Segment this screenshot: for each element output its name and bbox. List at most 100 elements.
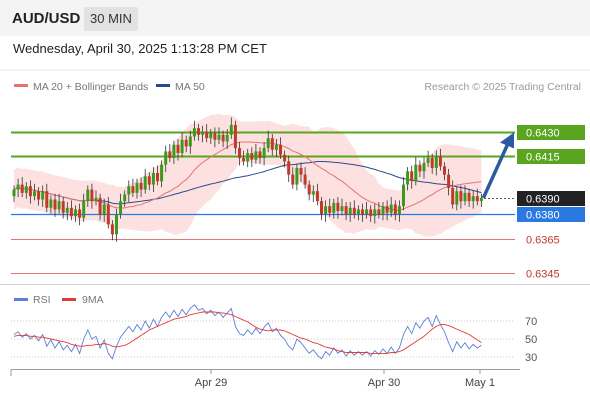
candle-body: [361, 209, 364, 215]
forecast-arrow: [481, 132, 514, 199]
candle-body: [184, 139, 188, 147]
candle-body: [65, 207, 69, 213]
candle-body: [106, 204, 110, 225]
candle-body: [291, 174, 295, 185]
rsi-panel: 70 50 30: [11, 304, 537, 364]
candle-body: [369, 209, 373, 217]
candle-body: [320, 201, 323, 215]
ma20-legend-swatch: [14, 84, 28, 87]
candle-body: [160, 164, 164, 182]
header-bar: AUD/USD 30 MIN: [0, 0, 590, 36]
candle-body: [209, 133, 213, 139]
candle-body: [389, 204, 393, 213]
candle-body: [332, 202, 336, 213]
candle-body: [475, 196, 479, 202]
candle-body: [250, 153, 254, 160]
candle-body: [45, 191, 49, 208]
candle-body: [246, 153, 250, 162]
candle-body: [86, 189, 90, 202]
candle-body: [430, 158, 434, 168]
candle-body: [324, 206, 328, 215]
candle-body: [147, 176, 151, 185]
candle-body: [49, 199, 53, 208]
candle-body: [242, 158, 246, 162]
candle-body: [422, 163, 426, 172]
candle-body: [201, 131, 205, 135]
candle-body: [205, 131, 209, 139]
x-axis-label: May 1: [465, 377, 495, 389]
candle-body: [69, 207, 73, 217]
candle-body: [172, 144, 176, 159]
price-level-labels: 0.6430 0.6415 0.6390 0.6380 0.6365 0.6345: [517, 125, 585, 281]
candle-body: [295, 167, 299, 185]
candle-body: [135, 182, 139, 193]
candle-body: [287, 161, 291, 175]
candlesticks: [12, 117, 483, 242]
candle-body: [238, 148, 241, 159]
9ma-legend-swatch: [62, 298, 76, 301]
candle-body: [438, 156, 442, 167]
rsi-tick-label: 50: [525, 334, 537, 346]
price-level-tag: [517, 125, 585, 140]
candle-body: [303, 174, 307, 185]
bollinger-bands: [14, 113, 482, 237]
candle-body: [365, 209, 369, 215]
candle-body: [24, 186, 28, 193]
symbol-label: AUD/USD: [12, 10, 81, 27]
candle-body: [479, 197, 483, 202]
price-level-tag: [517, 191, 585, 206]
candle-body: [12, 189, 16, 197]
candle-body: [262, 148, 266, 159]
candle-body: [16, 184, 20, 190]
ma20-legend-label: MA 20 + Bollinger Bands: [33, 81, 148, 93]
datetime-label: Wednesday, April 30, 2025 1:13:28 PM CET: [13, 41, 267, 56]
candle-body: [414, 164, 418, 182]
forecast-arrow-line: [481, 142, 510, 199]
x-axis-label: Apr 29: [195, 377, 227, 389]
candle-body: [443, 166, 446, 175]
price-level-tag: [517, 207, 585, 222]
price-level-label: 0.6390: [526, 194, 560, 206]
price-level-label: 0.6380: [526, 210, 560, 222]
candle-body: [41, 191, 45, 200]
candle-body: [110, 224, 114, 235]
candle-body: [98, 197, 102, 215]
candle-body: [410, 171, 414, 182]
rsi-9ma-line: [13, 311, 482, 354]
candle-body: [418, 164, 422, 172]
candle-body: [459, 191, 463, 202]
candle-body: [119, 201, 123, 215]
candle-body: [28, 186, 32, 197]
candle-body: [373, 209, 377, 217]
x-axis-labels: Apr 29 Apr 30 May 1: [195, 369, 495, 389]
bollinger-band-fill: [14, 113, 482, 237]
candle-body: [151, 172, 155, 185]
candle-body: [213, 133, 217, 140]
candle-body: [61, 201, 65, 213]
x-axis-label: Apr 30: [368, 377, 400, 389]
candle-body: [471, 196, 475, 202]
candle-body: [397, 206, 401, 215]
candle-body: [90, 189, 94, 202]
candle-body: [377, 209, 381, 215]
price-level-label: 0.6415: [526, 152, 560, 164]
candle-body: [447, 174, 451, 188]
candle-body: [258, 151, 262, 159]
candle-body: [229, 124, 233, 135]
price-level-label: 0.6345: [526, 269, 560, 281]
candle-body: [127, 186, 131, 195]
candle-body: [328, 206, 332, 213]
candle-body: [176, 144, 180, 154]
price-level-label: 0.6365: [526, 235, 560, 247]
candle-body: [352, 207, 356, 215]
rsi-tick-label: 70: [525, 316, 537, 328]
candle-body: [197, 128, 200, 135]
timeframe-button[interactable]: 30 MIN: [84, 7, 138, 31]
rsi-tick-label: 30: [525, 352, 537, 364]
rsi-legend-label: RSI: [33, 294, 51, 306]
candle-body: [356, 209, 360, 215]
candle-body: [78, 209, 82, 218]
candle-body: [315, 191, 319, 202]
candle-body: [336, 202, 340, 212]
